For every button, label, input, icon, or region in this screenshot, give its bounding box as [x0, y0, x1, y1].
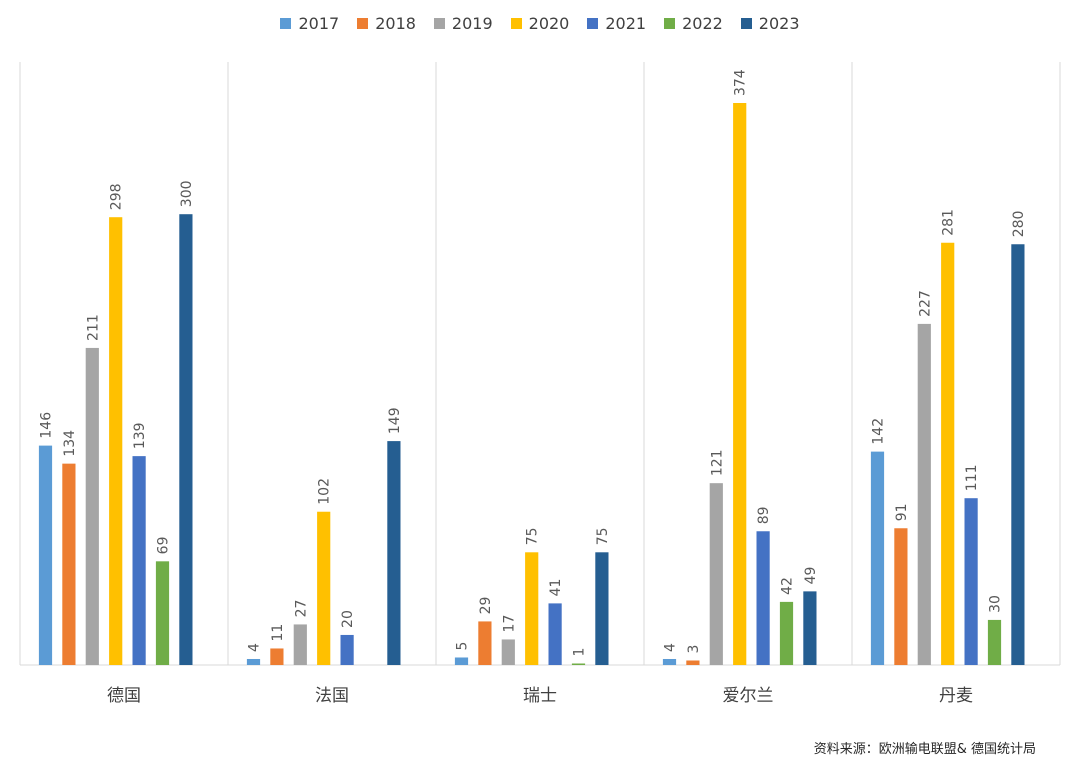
bar-2022-丹麦: [987, 619, 1002, 665]
legend-label: 2019: [451, 14, 493, 33]
bar-2023-爱尔兰: [803, 591, 817, 665]
legend-label: 2018: [375, 14, 416, 33]
legend: 2017 2018 2019 2020 2021 2022 2023: [0, 14, 1080, 33]
bar-2023-丹麦: [1011, 244, 1025, 665]
data-label: 75: [525, 527, 541, 545]
data-label: 298: [109, 183, 125, 210]
legend-item-2019: 2019: [433, 14, 493, 33]
source-note: 资料来源：欧洲输电联盟& 德国统计局: [813, 742, 1036, 757]
data-label: 146: [39, 412, 55, 439]
bar-2020-爱尔兰: [733, 103, 747, 665]
data-label: 280: [1011, 211, 1027, 238]
legend-item-2018: 2018: [357, 14, 416, 33]
bar-2017-瑞士: [454, 657, 469, 665]
legend-label: 2021: [605, 14, 647, 33]
data-label: 1: [572, 648, 588, 657]
legend-label: 2020: [528, 14, 570, 33]
data-label: 300: [179, 180, 195, 207]
legend-swatch: [587, 18, 599, 29]
category-label: 丹麦: [939, 686, 973, 706]
legend-swatch: [664, 18, 676, 29]
bar-2019-法国: [293, 624, 307, 665]
bar-2018-德国: [62, 463, 76, 665]
bar-2021-爱尔兰: [756, 531, 770, 665]
data-label: 91: [894, 503, 910, 521]
bar-2017-德国: [38, 445, 53, 665]
legend-label: 2022: [682, 14, 723, 33]
legend-swatch: [357, 18, 369, 29]
bar-2023-德国: [179, 214, 193, 665]
bar-2022-德国: [155, 561, 170, 665]
data-label: 69: [156, 536, 172, 554]
bar-2021-丹麦: [964, 498, 978, 665]
category-label: 德国: [107, 686, 141, 706]
bar-2018-丹麦: [894, 528, 908, 665]
category-label: 法国: [315, 686, 349, 706]
data-label: 121: [709, 449, 725, 476]
legend-label: 2023: [758, 14, 800, 33]
data-label: 41: [548, 579, 564, 597]
legend-swatch: [280, 18, 292, 29]
data-label: 4: [247, 643, 263, 652]
data-label: 89: [756, 506, 772, 524]
bar-2020-德国: [109, 217, 123, 666]
bar-2020-丹麦: [941, 242, 955, 665]
legend-swatch: [740, 18, 752, 29]
data-label: 20: [340, 610, 356, 628]
legend-item-2023: 2023: [740, 14, 800, 33]
bar-2020-瑞士: [525, 552, 539, 665]
bar-2019-瑞士: [501, 639, 515, 665]
bar-2018-爱尔兰: [686, 660, 700, 665]
data-label: 4: [663, 643, 679, 652]
bar-2022-瑞士: [571, 663, 586, 665]
bar-2023-瑞士: [595, 552, 609, 665]
legend-swatch: [510, 18, 522, 29]
legend-item-2020: 2020: [510, 14, 570, 33]
data-label: 5: [455, 642, 471, 651]
data-label: 30: [988, 595, 1004, 613]
data-label: 111: [964, 464, 980, 491]
data-label: 11: [270, 624, 286, 642]
bar-2017-丹麦: [870, 451, 885, 665]
bar-2018-法国: [270, 648, 284, 665]
data-label: 374: [733, 69, 749, 96]
data-label: 75: [595, 527, 611, 545]
legend-item-2022: 2022: [664, 14, 723, 33]
data-label: 142: [871, 418, 887, 445]
data-label: 42: [780, 577, 796, 595]
data-label: 49: [803, 567, 819, 585]
category-label: 瑞士: [523, 686, 557, 706]
bar-2023-法国: [387, 441, 401, 665]
data-label: 227: [917, 290, 933, 317]
category-label: 爱尔兰: [723, 686, 774, 706]
data-label: 281: [941, 209, 957, 236]
bar-2019-德国: [85, 347, 99, 665]
data-label: 134: [62, 430, 78, 457]
bar-2018-瑞士: [478, 621, 492, 665]
bar-2020-法国: [317, 511, 331, 665]
bar-2021-瑞士: [548, 603, 562, 665]
data-label: 17: [501, 615, 517, 633]
legend-label: 2017: [298, 14, 340, 33]
data-label: 211: [85, 314, 101, 341]
bar-2017-法国: [246, 658, 261, 665]
legend-item-2021: 2021: [587, 14, 646, 33]
bar-2019-丹麦: [917, 323, 931, 665]
bar-2021-法国: [340, 634, 354, 665]
bar-2017-爱尔兰: [662, 658, 677, 665]
data-label: 3: [686, 645, 702, 654]
data-label: 139: [132, 422, 148, 449]
bar-2022-爱尔兰: [779, 601, 794, 665]
legend-item-2017: 2017: [280, 14, 339, 33]
bar-2019-爱尔兰: [709, 483, 723, 665]
data-label: 29: [478, 597, 494, 615]
bar-2021-德国: [132, 456, 146, 665]
data-label: 149: [387, 407, 403, 434]
data-label: 102: [317, 478, 333, 505]
data-label: 27: [293, 600, 309, 618]
legend-swatch: [433, 18, 445, 29]
